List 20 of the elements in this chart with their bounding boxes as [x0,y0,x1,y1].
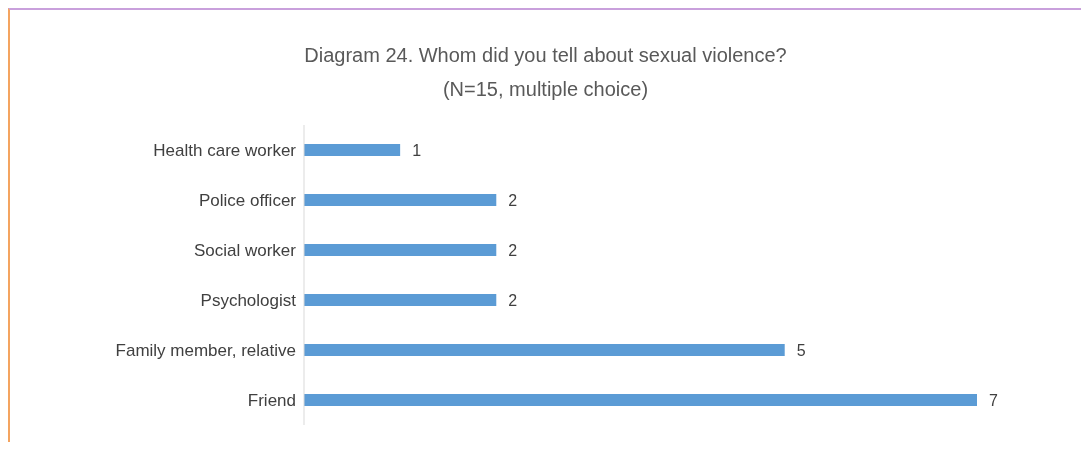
data-label: 2 [508,291,518,309]
bar [304,344,785,356]
chart-subtitle: (N=15, multiple choice) [441,77,650,102]
bar [304,144,401,156]
bar [304,394,977,406]
data-label: 7 [989,391,998,409]
data-label: 1 [412,141,422,159]
data-label: 5 [796,341,806,359]
y-tick-label: Psychologist [200,291,297,311]
data-label: 2 [508,241,518,259]
y-tick-label: Health care worker [153,141,297,161]
data-label: 2 [508,191,518,209]
bar [304,294,497,306]
y-tick-label: Social worker [193,241,297,261]
chart-title: Diagram 24. Whom did you tell about sexual violence? [303,43,788,68]
y-tick-label: Family member, relative [115,341,296,361]
y-tick-label: Police officer [198,191,297,211]
y-tick-label: Friend [247,391,296,411]
bar [304,194,497,206]
bar [304,244,497,256]
